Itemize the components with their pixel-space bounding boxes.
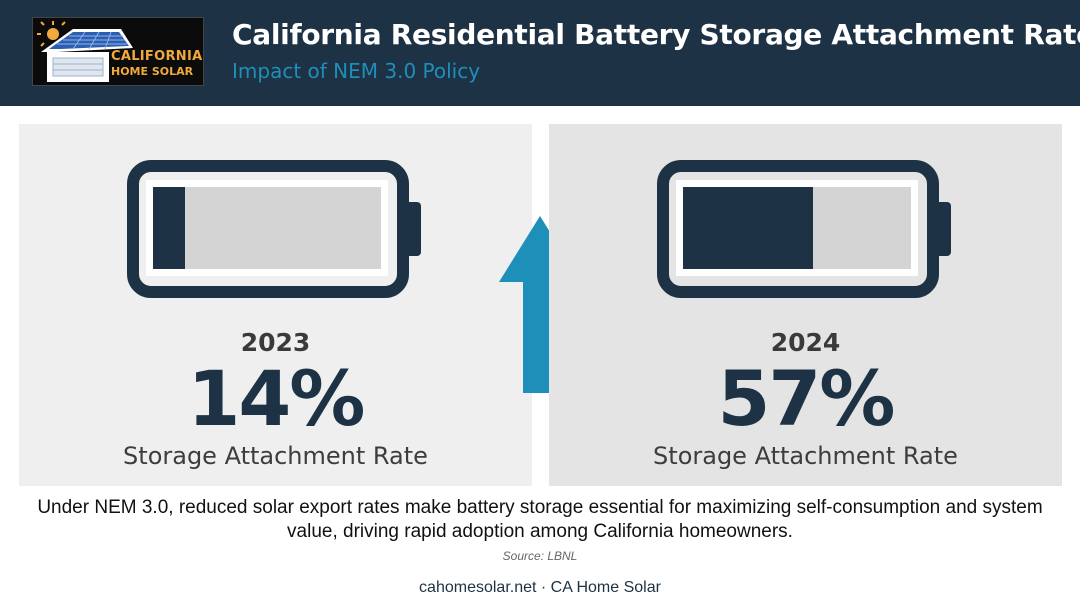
- battery-charge-fill: [153, 187, 185, 269]
- battery-empty-area: [153, 187, 381, 269]
- year-label: 2023: [240, 328, 311, 357]
- logo-text-line2: HOME SOLAR: [111, 65, 194, 78]
- brand-logo[interactable]: CALIFORNIA HOME SOLAR: [32, 17, 204, 86]
- battery-charge-fill: [683, 187, 813, 269]
- metric-label: Storage Attachment Rate: [653, 442, 958, 470]
- panel-2024: 2024 57% Storage Attachment Rate: [549, 124, 1062, 486]
- page-subtitle: Impact of NEM 3.0 Policy: [232, 59, 481, 83]
- attachment-rate-value: 57%: [717, 354, 896, 443]
- footer-link[interactable]: cahomesolar.net · CA Home Solar: [419, 579, 661, 596]
- source-citation: Source: LBNL: [502, 549, 578, 563]
- metric-label: Storage Attachment Rate: [123, 442, 428, 470]
- attachment-rate-value: 14%: [187, 354, 366, 443]
- logo-text-line1: CALIFORNIA: [111, 49, 203, 64]
- battery-icon: [127, 160, 421, 298]
- header-bar: CALIFORNIA HOME SOLAR California Residen…: [0, 0, 1080, 106]
- battery-icon: [657, 160, 951, 298]
- policy-description: Under NEM 3.0, reduced solar export rate…: [37, 497, 1043, 542]
- year-label: 2024: [770, 328, 841, 357]
- page-title: California Residential Battery Storage A…: [232, 18, 1080, 51]
- house-solar-icon: [37, 21, 133, 82]
- panel-2023: 2023 14% Storage Attachment Rate: [19, 124, 532, 486]
